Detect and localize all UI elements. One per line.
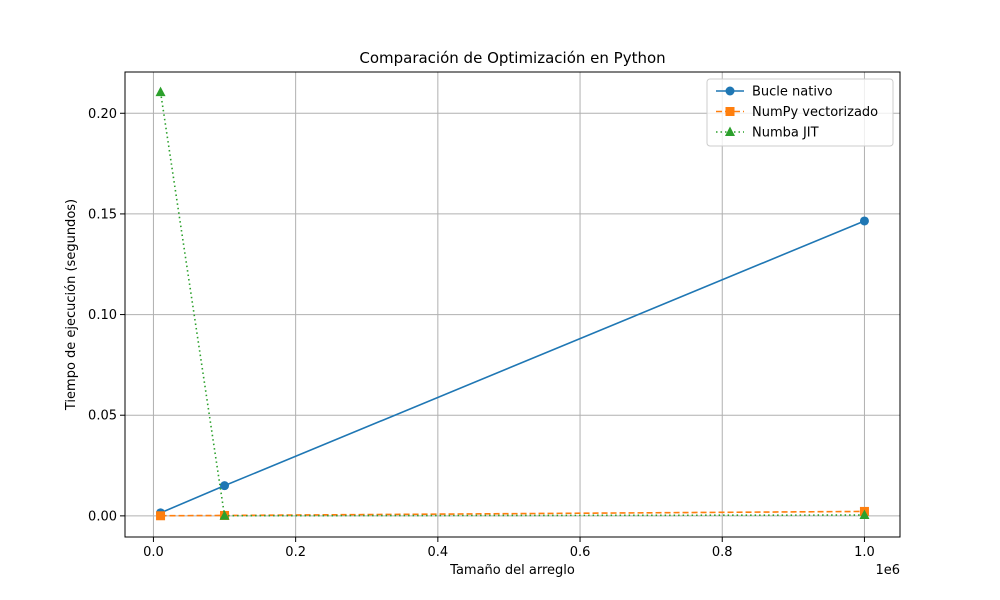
y-tick-label: 0.20 bbox=[88, 107, 117, 122]
y-axis-label: Tiempo de ejecución (segundos) bbox=[64, 199, 79, 411]
legend-label: Bucle nativo bbox=[752, 85, 833, 100]
data-point bbox=[220, 481, 230, 491]
x-tick-label: 0.8 bbox=[712, 545, 733, 560]
legend-item: Bucle nativo bbox=[716, 85, 833, 100]
series-layer bbox=[155, 86, 870, 521]
legend: Bucle nativo NumPy vectorizado Numba JIT bbox=[706, 78, 894, 147]
x-tick-label: 0.4 bbox=[428, 545, 449, 560]
x-tick-label: 0.6 bbox=[570, 545, 591, 560]
y-tick-label: 0.15 bbox=[88, 207, 117, 222]
x-axis-offset-label: 1e6 bbox=[875, 563, 900, 578]
data-point bbox=[859, 216, 869, 226]
legend-box bbox=[706, 78, 894, 147]
x-tick-label: 1.0 bbox=[854, 545, 875, 560]
y-axis: 0.00 0.05 0.10 0.15 0.20 bbox=[88, 107, 125, 524]
x-axis-label: Tamaño del arreglo bbox=[449, 563, 575, 578]
legend-marker bbox=[725, 86, 735, 96]
plot-frame bbox=[124, 71, 901, 538]
legend-marker bbox=[725, 107, 735, 116]
x-tick-label: 0.2 bbox=[285, 545, 306, 560]
legend-item: Numba JIT bbox=[716, 126, 819, 141]
y-tick-label: 0.00 bbox=[88, 509, 117, 524]
legend-label: Numba JIT bbox=[752, 126, 819, 141]
chart-title: Comparación de Optimización en Python bbox=[359, 49, 665, 67]
series-numba-jit bbox=[155, 86, 870, 520]
legend-item: NumPy vectorizado bbox=[716, 105, 878, 120]
x-axis: 0.0 0.2 0.4 0.6 0.8 1.0 bbox=[143, 537, 875, 560]
legend-label: NumPy vectorizado bbox=[752, 105, 878, 120]
data-point bbox=[155, 86, 166, 97]
data-point bbox=[859, 509, 870, 520]
x-tick-label: 0.0 bbox=[143, 545, 164, 560]
data-point bbox=[156, 511, 166, 521]
y-tick-label: 0.05 bbox=[88, 409, 117, 424]
y-tick-label: 0.10 bbox=[88, 308, 117, 323]
legend-marker bbox=[725, 126, 735, 136]
data-point bbox=[219, 510, 230, 520]
